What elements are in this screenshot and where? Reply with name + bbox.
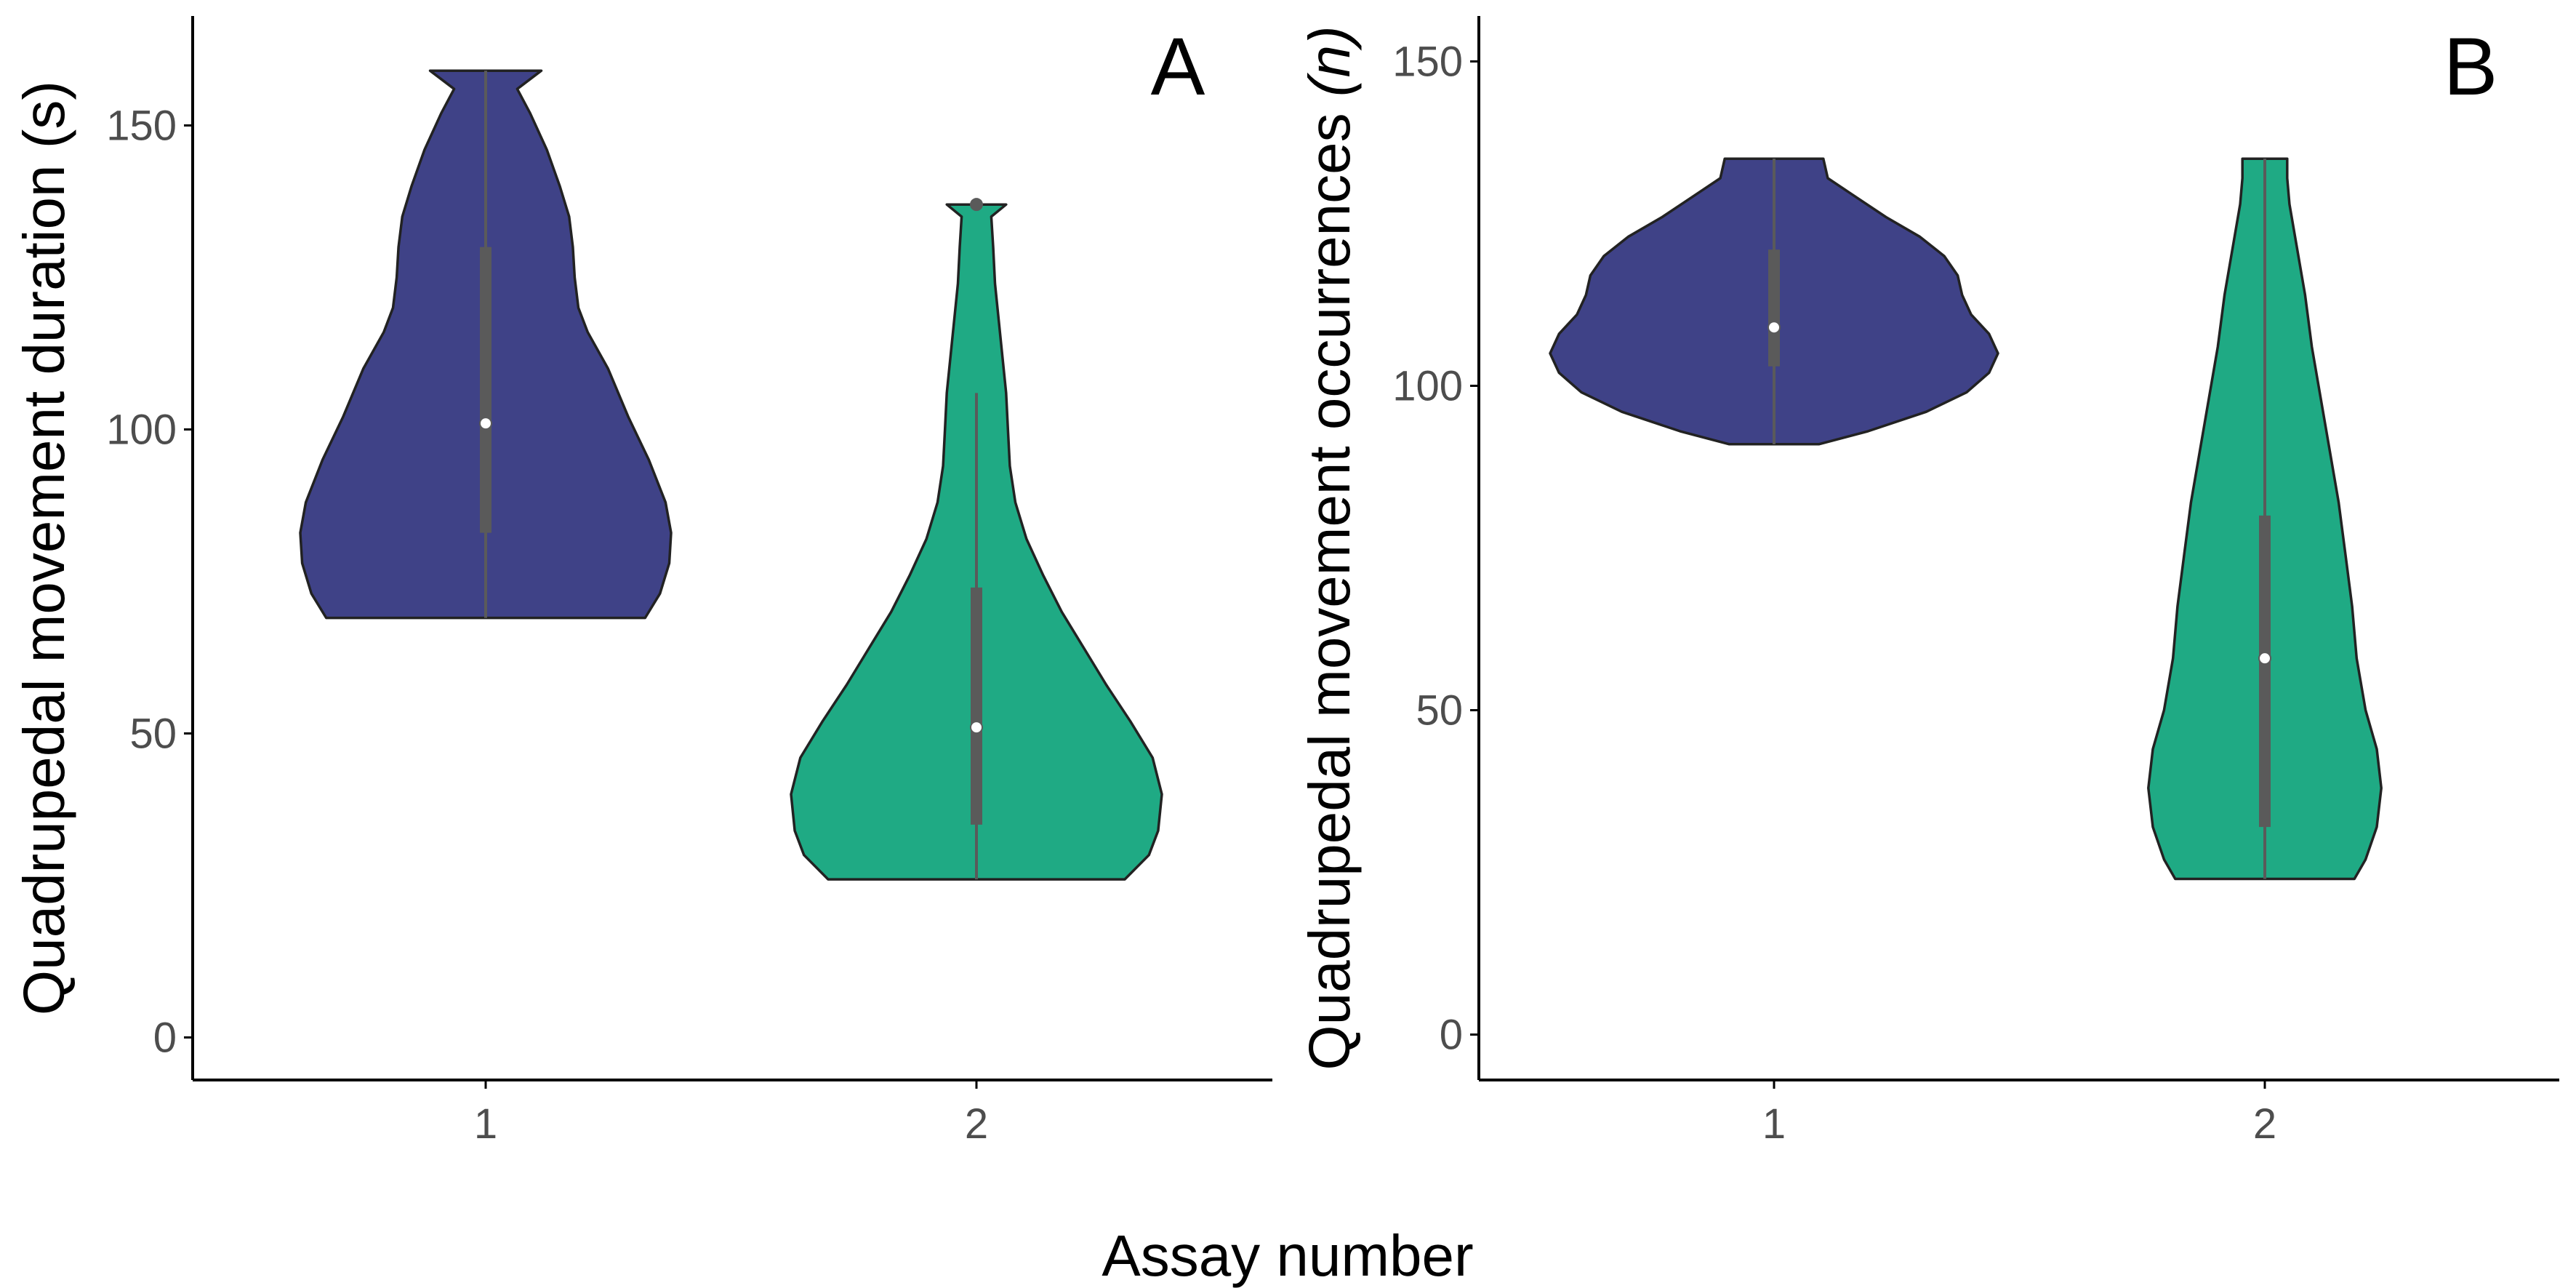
y-axis-title: Quadrupedal movement duration (s): [12, 81, 76, 1015]
panel-b: 0 50 100 150 1 2 Quadrupedal movement occurren…: [1297, 16, 2559, 1148]
median-point-assay-2: [970, 721, 983, 735]
x-tick-label: 2: [2253, 1100, 2276, 1148]
x-tick-label: 1: [474, 1100, 497, 1148]
shared-x-axis-title: Assay number: [1102, 1223, 1473, 1288]
y-tick-label: 100: [106, 406, 177, 453]
median-point-assay-1: [479, 417, 492, 431]
x-tick-label: 1: [1762, 1100, 1786, 1148]
iqr-box-assay-1: [480, 247, 491, 533]
y-tick-label: 0: [1440, 1012, 1463, 1059]
median-point-assay-2: [2258, 652, 2271, 665]
y-tick-label: 50: [1416, 687, 1463, 735]
y-tick-label: 150: [106, 102, 177, 149]
iqr-box-assay-2: [971, 587, 982, 825]
panel-tag: B: [2444, 21, 2498, 112]
y-tick-label: 0: [153, 1014, 177, 1061]
median-point-assay-1: [1768, 321, 1781, 335]
x-tick-label: 2: [965, 1100, 988, 1148]
y-axis-title: Quadrupedal movement occurrences (n): [1297, 25, 1362, 1070]
y-tick-label: 100: [1392, 362, 1463, 409]
iqr-box-assay-2: [2259, 515, 2271, 828]
panel-tag: A: [1151, 21, 1205, 112]
outlier-point: [970, 198, 983, 212]
panel-a: 0 50 100 150 1 2 Quadrupedal movement duration…: [12, 16, 1272, 1148]
y-tick-label: 50: [129, 710, 177, 757]
y-tick-label: 150: [1392, 38, 1463, 85]
iqr-box-assay-1: [1768, 249, 1780, 367]
